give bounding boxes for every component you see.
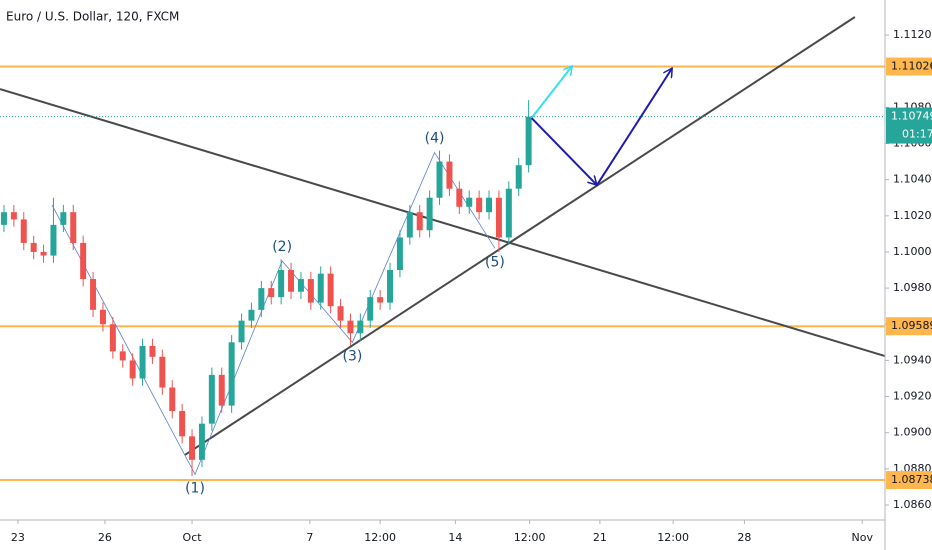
y-tick-label: 1.09400 — [893, 353, 932, 366]
candle-body — [377, 297, 384, 303]
x-tick-label: 14 — [448, 531, 462, 544]
candle-body — [387, 270, 394, 303]
arrow — [530, 66, 573, 119]
candle-body — [426, 197, 433, 231]
x-tick-label: 23 — [11, 531, 25, 544]
candle-body — [396, 237, 403, 271]
y-tick-label: 1.08600 — [893, 498, 932, 511]
level-label: 1.09589 — [891, 319, 932, 332]
x-tick-label: 28 — [737, 531, 751, 544]
candle-body — [327, 273, 334, 307]
candle-body — [30, 242, 37, 252]
candle-body — [149, 345, 156, 357]
candle-body — [189, 436, 196, 460]
wave-label: (1) — [185, 480, 205, 496]
y-tick-label: 1.10200 — [893, 209, 932, 222]
candle-body — [169, 387, 176, 412]
candle-body — [139, 345, 146, 379]
candle-body — [208, 374, 215, 424]
candle-body — [20, 219, 27, 243]
plot-area: (1) (2) (3) (4) (5) — [0, 16, 886, 496]
candle-body — [317, 273, 324, 303]
candle-body — [297, 279, 304, 292]
trendline — [184, 16, 856, 456]
candle-body — [60, 212, 67, 225]
countdown-label: 01:17 — [902, 128, 932, 141]
x-tick-label: 12:00 — [657, 531, 689, 544]
candle-body — [99, 309, 106, 325]
candle-body — [466, 197, 473, 207]
candle-body — [278, 270, 285, 298]
candle-body — [525, 116, 532, 166]
candle-body — [446, 161, 453, 189]
candle-body — [456, 188, 463, 207]
candle-body — [406, 212, 413, 238]
candle-body — [10, 212, 17, 220]
candle-body — [288, 270, 295, 292]
y-tick-label: 1.09800 — [893, 281, 932, 294]
candle-body — [0, 212, 7, 225]
candle-body — [70, 212, 77, 243]
x-tick-label: 12:00 — [514, 531, 546, 544]
candle-body — [357, 320, 364, 334]
candle-body — [80, 242, 87, 280]
candle-body — [505, 188, 512, 238]
arrow — [530, 117, 597, 185]
candle-body — [436, 161, 443, 198]
level-badge — [886, 317, 932, 336]
candle-body — [129, 360, 136, 379]
last-price-badge — [886, 107, 932, 144]
candle-body — [248, 309, 255, 321]
y-tick-label: 1.11200 — [893, 28, 932, 41]
candle-body — [416, 212, 423, 231]
candle-body — [228, 342, 235, 406]
candle-body — [337, 306, 344, 321]
x-tick-label: 26 — [98, 531, 112, 544]
wave-label: (3) — [342, 348, 362, 364]
candle-body — [198, 423, 205, 460]
candle-body — [486, 197, 493, 213]
x-tick-label: 12:00 — [364, 531, 396, 544]
y-tick-label: 1.10400 — [893, 173, 932, 186]
candle-body — [90, 279, 97, 310]
candle-body — [495, 197, 502, 238]
x-tick-label: Oct — [183, 531, 203, 544]
candle-body — [515, 165, 522, 189]
x-tick-label: 7 — [306, 531, 313, 544]
wave-label: (4) — [425, 131, 445, 147]
level-badge — [886, 471, 932, 490]
wave-line — [51, 151, 496, 476]
candle-body — [367, 297, 374, 321]
candle-body — [119, 351, 126, 361]
x-tick-label: 21 — [593, 531, 607, 544]
candle-body — [258, 288, 265, 310]
candle-body — [347, 320, 354, 334]
candle-body — [307, 279, 314, 303]
level-badge — [886, 57, 932, 76]
candle-body — [476, 197, 483, 213]
candle-body — [50, 224, 57, 256]
level-label: 1.11026 — [891, 60, 932, 73]
y-tick-label: 1.09200 — [893, 390, 932, 403]
candle-body — [179, 411, 186, 437]
level-label: 1.08738 — [891, 473, 932, 486]
x-tick-label: Nov — [851, 531, 873, 544]
candle-body — [218, 374, 225, 406]
wave-label: (2) — [272, 239, 292, 255]
arrow — [596, 68, 674, 186]
candle-body — [109, 324, 116, 352]
last-price-label: 1.10749 — [891, 110, 932, 123]
y-tick-label: 1.09000 — [893, 426, 932, 439]
wave-label: (5) — [485, 254, 505, 270]
candle-body — [40, 251, 47, 256]
trendline — [0, 88, 886, 358]
y-tick-label: 1.10000 — [893, 245, 932, 258]
candle-body — [268, 288, 275, 298]
chart-title: Euro / U.S. Dollar, 120, FXCM — [6, 10, 179, 24]
candle-body — [159, 356, 166, 388]
candle-body — [238, 320, 245, 343]
